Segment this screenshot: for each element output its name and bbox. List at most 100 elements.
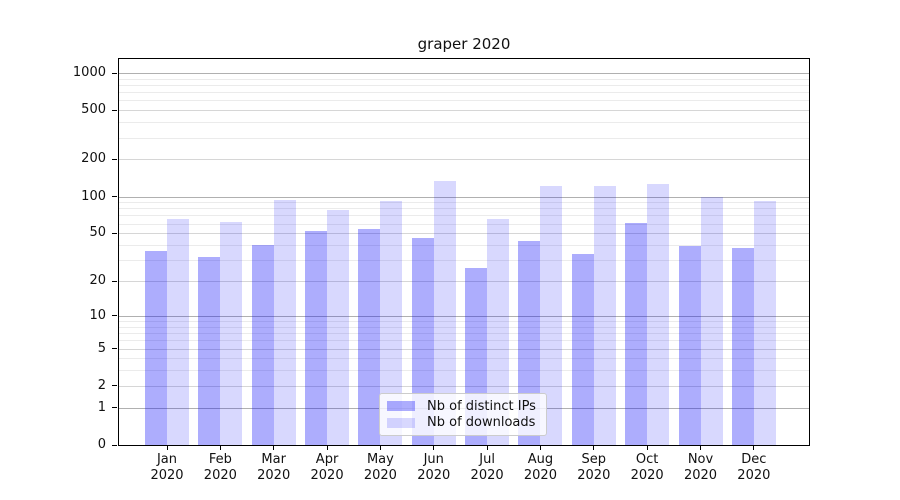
y-tick-label-20: 20	[89, 273, 106, 289]
y-tick-label-500: 500	[81, 102, 106, 118]
bar-distinct-ips-dec	[731, 247, 754, 445]
x-tick-label-may: May 2020	[363, 452, 397, 483]
bar-downloads-sep	[593, 186, 616, 445]
y-tick-label-200: 200	[81, 151, 106, 167]
gridline-minor-40	[119, 245, 809, 247]
gridline-minor-9	[119, 321, 809, 323]
bar-downloads-oct	[647, 183, 670, 445]
bar-distinct-ips-feb	[198, 256, 221, 445]
gridline-minor-700	[119, 92, 809, 94]
x-tick-label-sep: Sep 2020	[577, 452, 611, 483]
bars	[119, 59, 809, 445]
bar-downloads-jan	[167, 218, 189, 445]
y-tick-500	[112, 109, 117, 111]
gridline-200	[119, 159, 809, 161]
y-tick-label-10: 10	[89, 307, 106, 323]
y-tick-label-1000: 1000	[72, 65, 106, 80]
bar-downloads-aug	[540, 186, 563, 445]
legend-swatch-distinct-ips	[387, 401, 415, 412]
y-tick-100	[112, 196, 117, 197]
bar-distinct-ips-nov	[678, 246, 701, 445]
x-tick-label-nov: Nov 2020	[683, 452, 718, 483]
y-tick-1000	[112, 72, 117, 74]
gridline-100	[119, 196, 809, 198]
bar-downloads-apr	[327, 209, 350, 445]
x-tick-sep	[593, 446, 595, 450]
gridline-minor-90	[119, 202, 809, 204]
y-tick-label-1: 1	[97, 399, 106, 415]
legend-item-downloads: Nb of downloads	[387, 415, 538, 430]
legend: Nb of distinct IPs Nb of downloads	[379, 393, 547, 436]
y-tick-label-0: 0	[97, 437, 106, 452]
bar-downloads-feb	[220, 221, 243, 445]
y-tick-5	[112, 348, 117, 350]
gridline-minor-800	[119, 85, 809, 86]
y-tick-10	[112, 315, 117, 317]
x-tick-apr	[326, 446, 328, 450]
gridline-5	[119, 348, 809, 350]
x-tick-label-oct: Oct 2020	[630, 452, 664, 483]
y-tick-label-100: 100	[81, 188, 106, 204]
gridline-minor-6	[119, 340, 809, 342]
chart-title: graper 2020	[417, 35, 511, 53]
y-tick-label-2: 2	[97, 377, 106, 393]
y-tick-200	[112, 158, 117, 160]
x-tick-label-feb: Feb 2020	[203, 452, 237, 483]
y-tick-50	[112, 232, 117, 234]
plot-area	[118, 58, 810, 446]
gridline-2	[119, 385, 809, 387]
x-tick-label-jun: Jun 2020	[417, 452, 451, 483]
y-tick-label-5: 5	[97, 340, 106, 356]
gridline-minor-300	[119, 137, 809, 139]
gridline-minor-60	[119, 223, 809, 225]
y-tick-1	[112, 407, 117, 409]
gridline-50	[119, 233, 809, 235]
legend-swatch-downloads	[387, 417, 415, 428]
legend-label-distinct-ips: Nb of distinct IPs	[427, 398, 536, 414]
gridline-1000	[119, 73, 809, 74]
gridline-minor-900	[119, 78, 809, 80]
x-tick-label-apr: Apr 2020	[310, 452, 344, 483]
bar-downloads-nov	[700, 196, 723, 445]
gridline-minor-400	[119, 122, 809, 124]
x-tick-jul	[486, 446, 488, 450]
gridline-minor-70	[119, 215, 809, 217]
x-tick-jun	[433, 446, 435, 450]
gridline-minor-600	[119, 100, 809, 102]
bar-distinct-ips-may	[358, 229, 381, 445]
x-tick-feb	[219, 446, 221, 450]
x-tick-jan	[166, 446, 168, 450]
bar-distinct-ips-mar	[251, 245, 274, 445]
y-tick-20	[112, 280, 117, 282]
x-tick-may	[379, 446, 381, 450]
bar-distinct-ips-jan	[145, 250, 167, 445]
bar-downloads-jul	[487, 219, 510, 445]
bar-downloads-mar	[273, 199, 296, 445]
legend-item-distinct-ips: Nb of distinct IPs	[387, 399, 538, 414]
x-tick-label-mar: Mar 2020	[257, 452, 291, 483]
x-tick-label-jul: Jul 2020	[470, 452, 504, 483]
y-tick-label-50: 50	[89, 225, 106, 241]
bar-downloads-may	[380, 200, 403, 445]
legend-label-downloads: Nb of downloads	[427, 415, 536, 431]
bar-downloads-jun	[433, 180, 456, 445]
y-tick-0	[112, 444, 117, 446]
gridline-500	[119, 110, 809, 112]
gridline-minor-80	[119, 208, 809, 210]
gridline-minor-8	[119, 326, 809, 328]
gridline-10	[119, 315, 809, 317]
bar-distinct-ips-oct	[625, 222, 648, 445]
x-tick-aug	[539, 446, 541, 450]
bar-distinct-ips-apr	[305, 231, 328, 445]
x-tick-label-jan: Jan 2020	[150, 452, 184, 483]
x-tick-label-dec: Dec 2020	[737, 452, 771, 483]
gridline-minor-30	[119, 260, 809, 262]
x-tick-nov	[700, 446, 701, 450]
y-tick-2	[112, 385, 117, 387]
gridline-minor-3	[119, 370, 809, 372]
gridline-20	[119, 281, 809, 283]
x-tick-dec	[753, 446, 755, 450]
gridline-minor-4	[119, 358, 809, 360]
x-tick-mar	[273, 446, 275, 450]
